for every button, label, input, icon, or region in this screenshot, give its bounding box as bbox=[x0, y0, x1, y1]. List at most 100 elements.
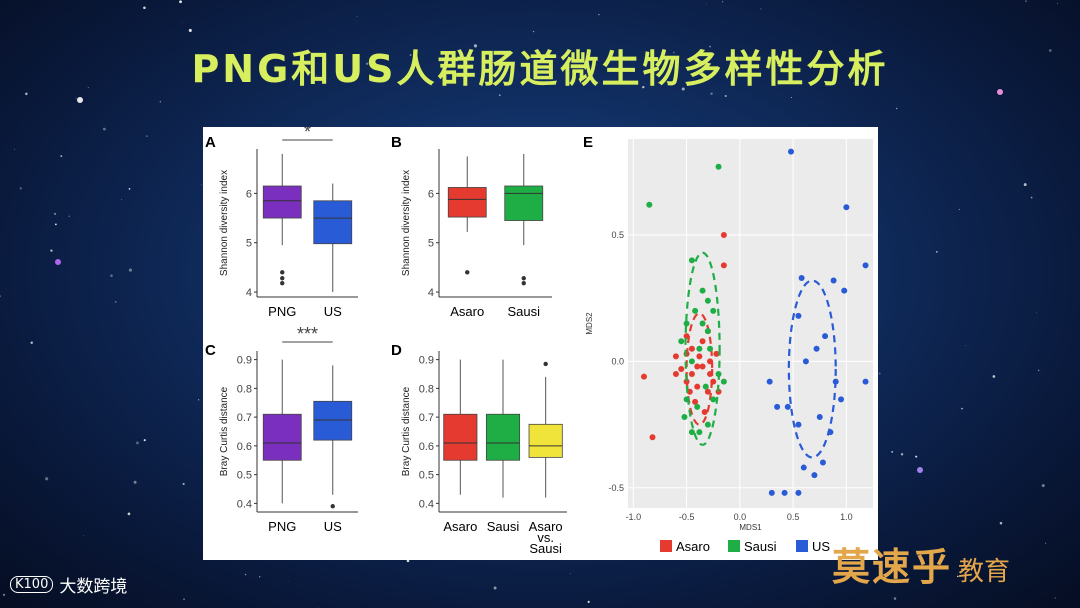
category-label: US bbox=[324, 519, 342, 534]
star-glow bbox=[77, 97, 83, 103]
star bbox=[724, 95, 727, 98]
x-tick-label: 0.0 bbox=[734, 512, 747, 522]
scatter-point bbox=[768, 489, 775, 496]
scatter-point bbox=[672, 353, 679, 360]
star bbox=[569, 572, 571, 574]
legend-label: Sausi bbox=[744, 539, 777, 554]
star bbox=[75, 97, 77, 99]
star-glow bbox=[55, 259, 61, 265]
outlier-point bbox=[521, 280, 526, 286]
star bbox=[1023, 183, 1027, 187]
star bbox=[587, 600, 590, 604]
scatter-point bbox=[766, 378, 773, 385]
scatter-point bbox=[795, 489, 802, 496]
star bbox=[50, 249, 53, 252]
scatter-point bbox=[816, 414, 823, 421]
y-axis-label: Shannon diversity index bbox=[219, 170, 230, 276]
k100-logo: K100 bbox=[10, 576, 54, 593]
category-label: Asaro bbox=[443, 519, 477, 534]
star bbox=[317, 606, 319, 608]
star bbox=[110, 274, 113, 277]
star bbox=[891, 450, 894, 453]
star bbox=[958, 208, 960, 211]
y-axis-label: MDS2 bbox=[585, 312, 594, 335]
star bbox=[2, 593, 6, 596]
star bbox=[87, 86, 89, 88]
scatter-point bbox=[704, 297, 711, 304]
star bbox=[722, 1, 724, 3]
box-body bbox=[443, 413, 478, 461]
star bbox=[673, 51, 675, 54]
series-us bbox=[766, 148, 869, 496]
scatter-point bbox=[649, 434, 656, 441]
scatter-point bbox=[841, 287, 848, 294]
scatter-point bbox=[843, 204, 850, 211]
star bbox=[895, 107, 898, 110]
brand-right: 莫速乎 教育 bbox=[832, 536, 1010, 591]
confidence-ellipse bbox=[685, 312, 714, 426]
star bbox=[103, 127, 106, 131]
box-body bbox=[504, 185, 544, 221]
star bbox=[183, 598, 185, 601]
outlier-point bbox=[465, 270, 470, 275]
scatter-point bbox=[688, 371, 695, 378]
scatter-point bbox=[692, 398, 699, 405]
star bbox=[906, 579, 909, 581]
star bbox=[179, 0, 182, 4]
outlier-point bbox=[280, 270, 285, 275]
box-png bbox=[262, 359, 302, 504]
outlier-point bbox=[543, 361, 548, 367]
star bbox=[133, 480, 137, 484]
star bbox=[1044, 542, 1047, 544]
star bbox=[356, 16, 358, 18]
x-tick-label: 1.0 bbox=[840, 512, 853, 522]
y-tick-label: -0.5 bbox=[608, 483, 624, 493]
star bbox=[136, 441, 139, 445]
y-tick-label: 0.8 bbox=[419, 383, 434, 395]
box-asaro bbox=[443, 359, 478, 495]
brand-right-main: 莫速乎 bbox=[832, 545, 953, 589]
category-label: PNG bbox=[268, 304, 296, 319]
star bbox=[146, 135, 148, 138]
box-body bbox=[262, 413, 302, 461]
box-asaro-vs-sausi bbox=[528, 361, 563, 498]
star bbox=[1035, 312, 1037, 314]
panel-letter: C bbox=[205, 342, 216, 359]
y-tick-label: 0.7 bbox=[237, 412, 252, 424]
series-sausi bbox=[646, 163, 727, 446]
scatter-point bbox=[694, 383, 701, 390]
scatter-point bbox=[798, 275, 805, 282]
scatter-point bbox=[678, 365, 685, 372]
box-body bbox=[485, 413, 521, 461]
significance-label: * bbox=[304, 127, 311, 142]
y-axis-label: Bray Curtis distance bbox=[219, 386, 230, 476]
box-sausi bbox=[485, 359, 521, 498]
star bbox=[642, 85, 645, 89]
scatter-point bbox=[822, 333, 829, 340]
scatter-point bbox=[672, 371, 679, 378]
y-tick-label: 6 bbox=[246, 188, 252, 200]
star bbox=[114, 300, 117, 303]
star bbox=[200, 184, 202, 186]
scatter-point bbox=[720, 232, 727, 239]
scatter-point bbox=[699, 287, 706, 294]
scatter-point bbox=[696, 345, 703, 352]
y-tick-label: 0.9 bbox=[237, 355, 252, 367]
plot-background bbox=[628, 139, 873, 508]
x-tick-label: -1.0 bbox=[626, 512, 642, 522]
scatter-point bbox=[795, 421, 802, 428]
y-tick-label: 4 bbox=[246, 287, 252, 299]
star bbox=[893, 597, 897, 600]
panel-letter: D bbox=[391, 342, 402, 359]
x-tick-label: -0.5 bbox=[679, 512, 695, 522]
scatter-point bbox=[704, 388, 711, 395]
scatter-point bbox=[800, 464, 807, 471]
star bbox=[128, 268, 132, 272]
star bbox=[710, 92, 713, 95]
scatter-point bbox=[707, 345, 714, 352]
scatter-point bbox=[830, 277, 837, 284]
y-tick-label: 0.5 bbox=[237, 470, 252, 482]
scatter-point bbox=[694, 403, 701, 410]
box-us bbox=[313, 365, 353, 509]
star bbox=[1025, 0, 1027, 2]
